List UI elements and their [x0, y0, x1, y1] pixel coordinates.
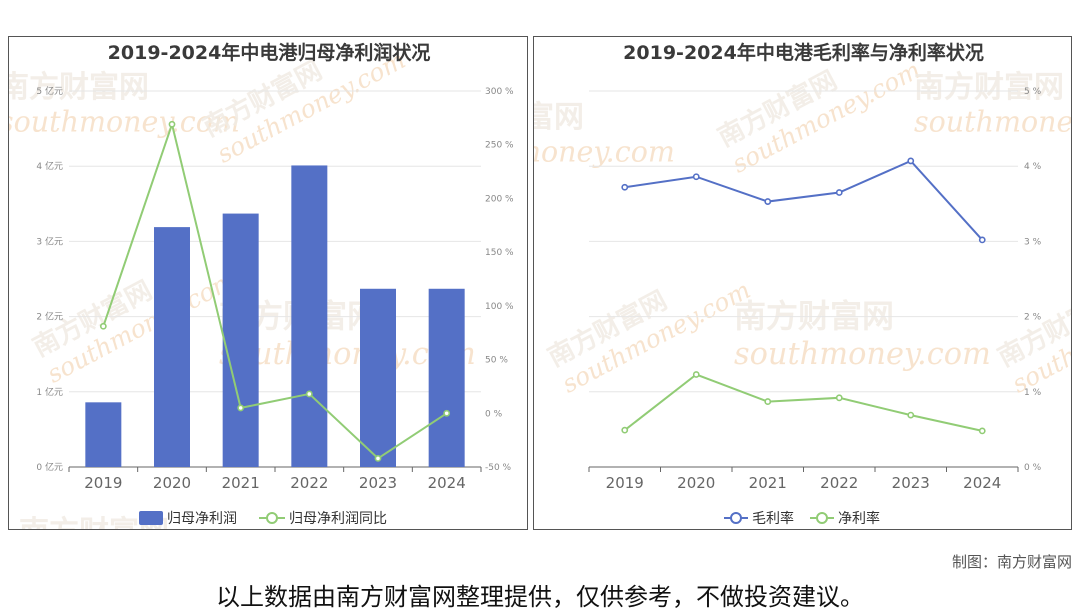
yoy-point-2020 [168, 120, 176, 128]
y2-tick-label: 250 % [485, 141, 514, 151]
point-1-2019 [621, 426, 629, 434]
legend-swatch-marker [730, 512, 742, 524]
y-tick-label: 5 % [1024, 87, 1042, 97]
legend-label: 归母净利润同比 [289, 510, 387, 527]
x-tick-label: 2019 [84, 474, 122, 492]
y2-tick-label: 50 % [485, 356, 508, 366]
y-tick-label: 2 亿元 [36, 311, 63, 323]
legend-swatch-marker [816, 512, 828, 524]
y2-tick-label: 100 % [485, 302, 514, 312]
point-1-2023 [907, 411, 915, 419]
x-tick-label: 2021 [749, 474, 787, 492]
watermark-subtext: southmoney.com [914, 106, 1072, 139]
x-tick-label: 2024 [428, 474, 466, 492]
yoy-point-2022 [305, 390, 313, 398]
y-tick-label: 5 亿元 [36, 85, 63, 97]
disclaimer-note: 以上数据由南方财富网整理提供，仅供参考，不做投资建议。 [216, 583, 864, 611]
y-tick-label: 3 % [1024, 237, 1042, 247]
watermark-subtext: southmoney.com [9, 106, 240, 139]
y2-tick-label: 0 % [485, 409, 503, 419]
watermark-text: 南方财富网 [534, 100, 584, 135]
x-tick-label: 2021 [222, 474, 260, 492]
series-line-0 [624, 159, 983, 241]
bar-2023 [360, 288, 396, 467]
x-tick-label: 2020 [153, 474, 191, 492]
chart-title: 2019-2024年中电港归母净利润状况 [108, 41, 431, 64]
bar-2021 [222, 213, 259, 467]
y-tick-label: 1 亿元 [36, 386, 63, 398]
yoy-point-2023 [374, 455, 382, 462]
point-1-2021 [764, 398, 772, 405]
point-1-2020 [692, 371, 700, 378]
y-tick-label: 4 亿元 [36, 160, 63, 172]
point-0-2021 [764, 198, 772, 205]
series-line-1 [624, 373, 983, 432]
x-tick-label: 2022 [820, 474, 858, 492]
point-0-2022 [835, 189, 843, 196]
y2-tick-label: 150 % [485, 248, 514, 258]
y-tick-label: 0 亿元 [36, 461, 63, 473]
y2-tick-label: 200 % [485, 194, 514, 204]
yoy-point-2021 [237, 404, 245, 412]
y-tick-label: 4 % [1024, 162, 1042, 172]
x-tick-label: 2023 [359, 474, 397, 492]
bar-2020 [154, 227, 190, 467]
chart-title: 2019-2024年中电港毛利率与净利率状况 [623, 41, 984, 64]
legend-swatch-bar [139, 511, 163, 525]
bar-2022 [291, 165, 328, 467]
margin-chart: 南方财富网southmoney.com南方财富网southmoney.com南方… [534, 41, 1072, 527]
left-chart-panel: 南方财富网southmoney.com南方财富网southmoney.com南方… [8, 36, 528, 530]
legend-label: 归母净利润 [167, 510, 237, 527]
point-1-2022 [835, 394, 843, 402]
x-tick-label: 2022 [290, 474, 328, 492]
yoy-line [102, 120, 448, 460]
point-0-2023 [907, 157, 915, 165]
bar-2019 [85, 402, 122, 467]
x-tick-label: 2019 [606, 474, 644, 492]
x-tick-label: 2020 [677, 474, 715, 492]
yoy-point-2019 [99, 322, 107, 330]
legend-label: 净利率 [838, 510, 880, 527]
y-tick-label: 2 % [1024, 313, 1042, 323]
watermark-text: 南方财富网 [9, 70, 149, 105]
point-0-2019 [621, 183, 629, 191]
right-chart-panel: 南方财富网southmoney.com南方财富网southmoney.com南方… [533, 36, 1072, 530]
y-tick-label: 1 % [1024, 388, 1042, 398]
y-tick-label: 0 % [1024, 463, 1042, 473]
watermark-text: 南方财富网 [19, 515, 169, 530]
y2-tick-label: 300 % [485, 87, 514, 97]
x-tick-label: 2023 [892, 474, 930, 492]
point-0-2024 [978, 236, 986, 244]
watermark-text: 南方财富网 [734, 297, 894, 335]
point-0-2020 [692, 173, 700, 181]
legend-swatch-marker [266, 512, 278, 524]
x-tick-label: 2024 [963, 474, 1001, 492]
y-tick-label: 3 亿元 [36, 235, 63, 247]
chart-credit: 制图：南方财富网 [951, 553, 1072, 571]
legend-label: 毛利率 [752, 510, 794, 527]
bar-2024 [428, 288, 465, 467]
point-1-2024 [978, 427, 986, 435]
watermark-text: 南方财富网 [914, 70, 1064, 105]
profit-chart: 南方财富网southmoney.com南方财富网southmoney.com南方… [9, 41, 514, 530]
watermark-subtext: southmoney.com [534, 136, 675, 169]
yoy-point-2024 [443, 409, 451, 417]
watermark-subtext: southmoney.com [734, 337, 991, 372]
y2-tick-label: -50 % [485, 463, 512, 473]
